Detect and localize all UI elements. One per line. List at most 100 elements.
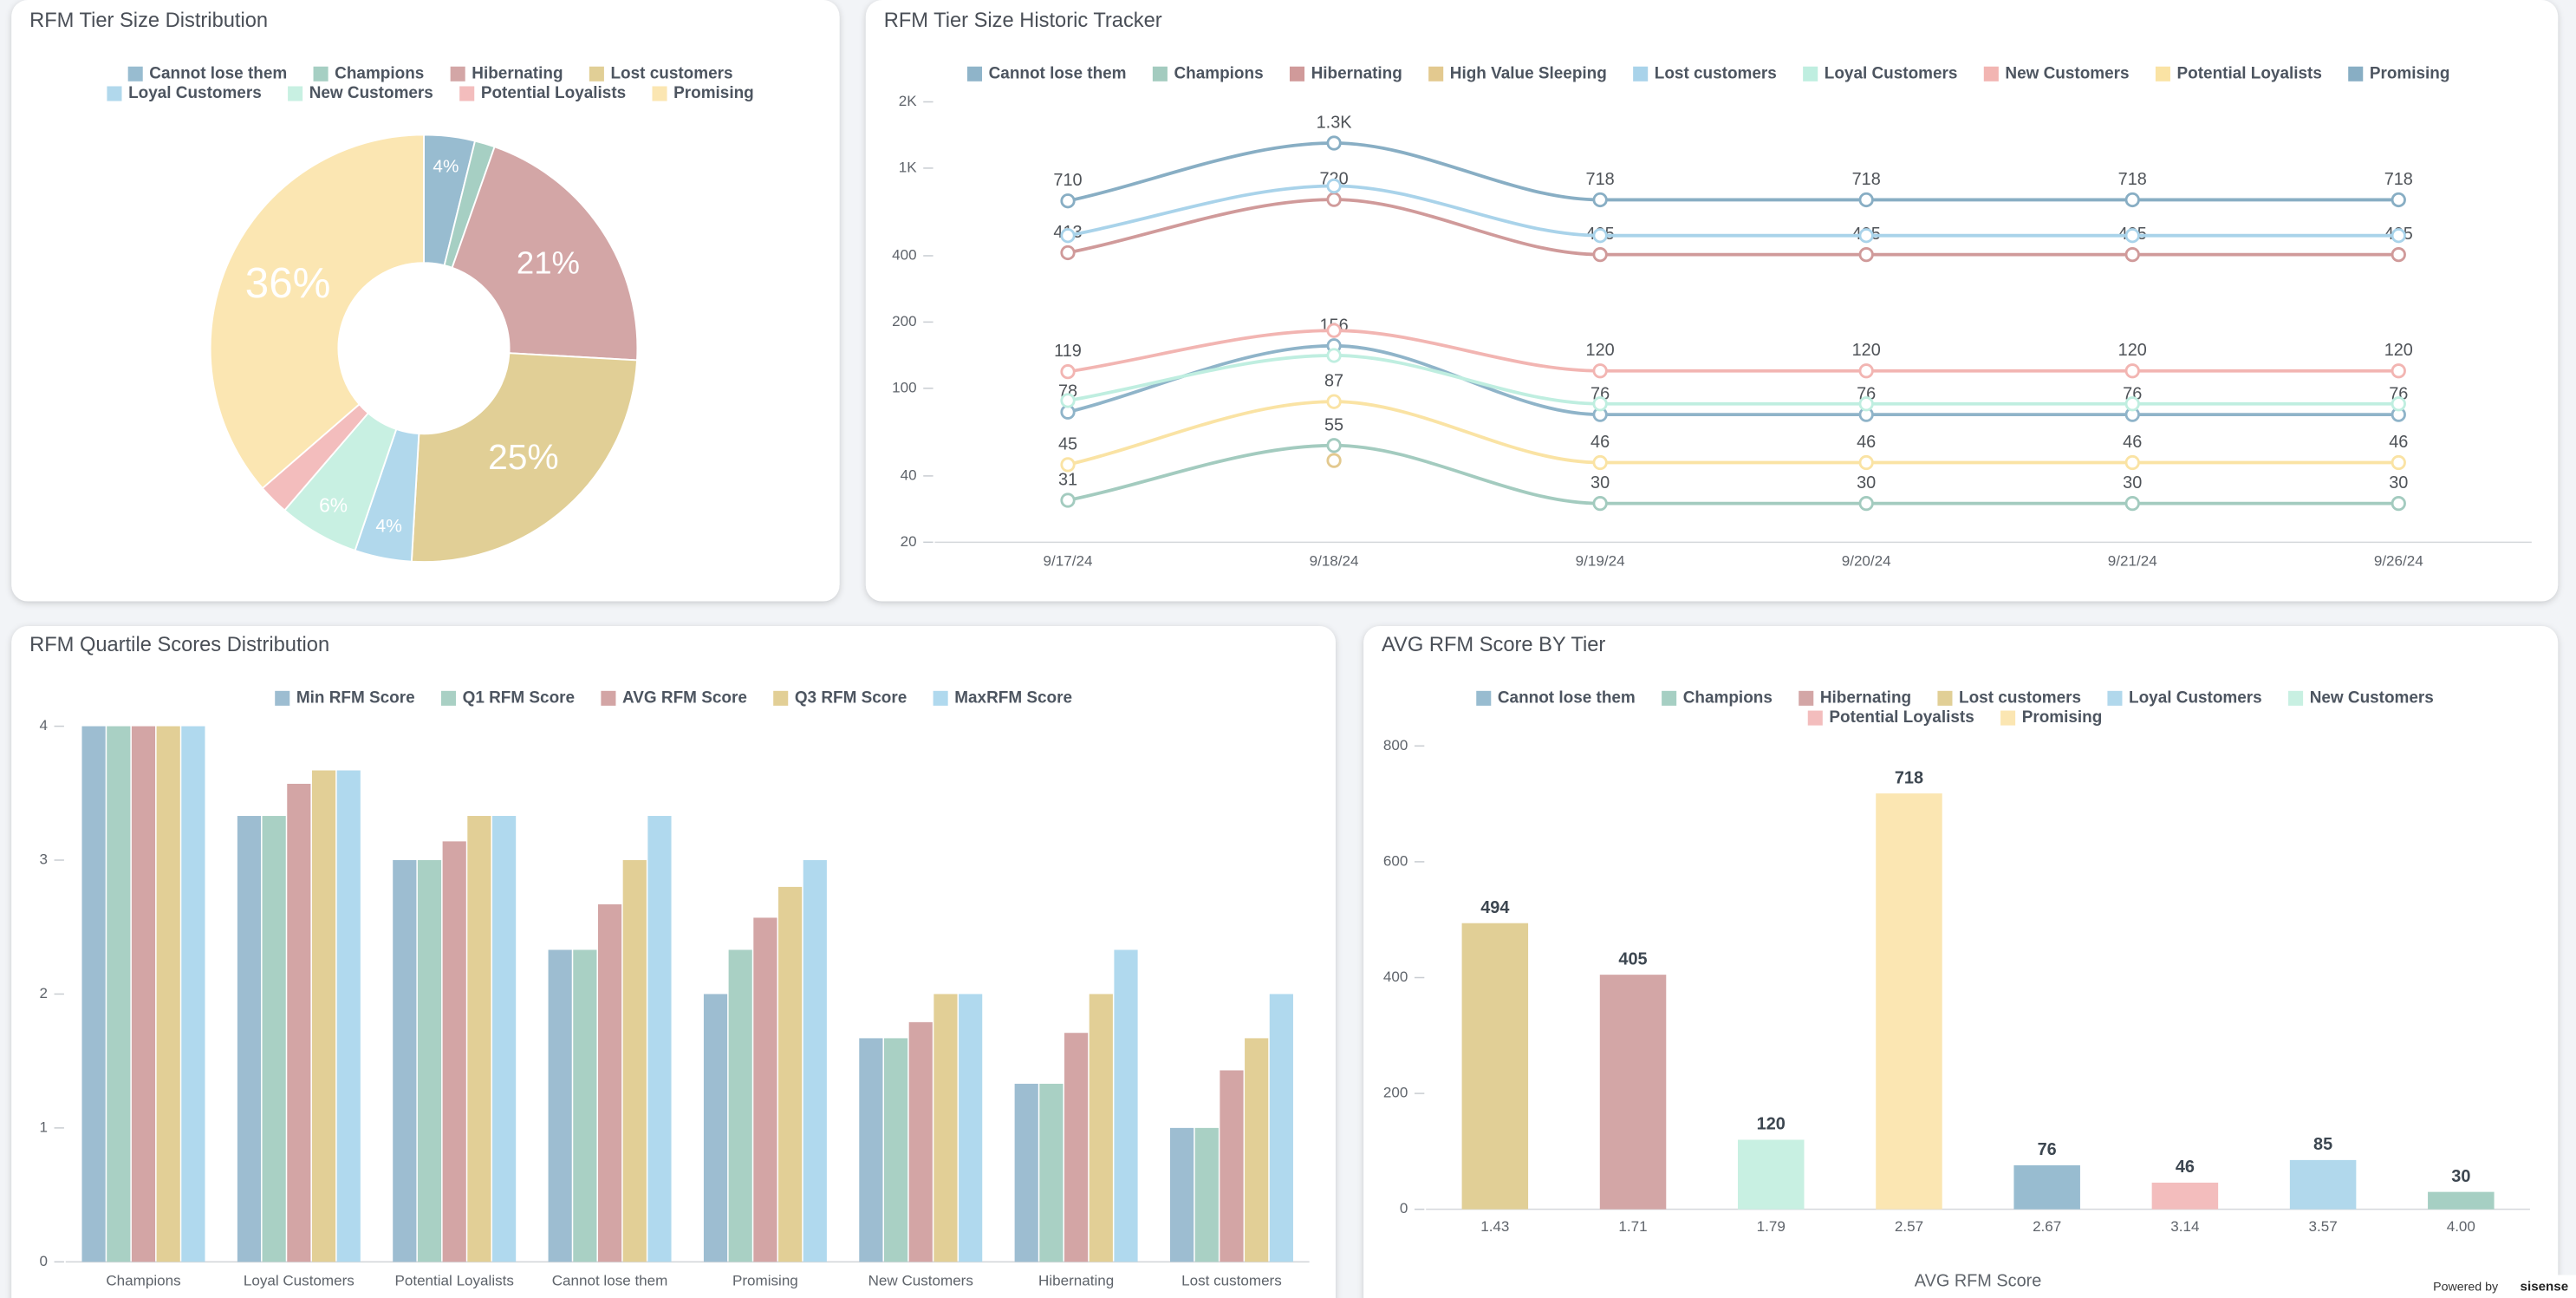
x-tick-label: 9/19/24 bbox=[1576, 553, 1625, 570]
legend-swatch bbox=[107, 86, 122, 101]
legend-label: Hibernating bbox=[1311, 64, 1402, 82]
legend-label: Lost customers bbox=[1959, 688, 2081, 707]
data-label: 120 bbox=[1757, 1115, 1786, 1134]
pie-label: 4% bbox=[375, 517, 402, 537]
legend-label: Cannot lose them bbox=[149, 64, 287, 82]
legend-swatch bbox=[1803, 66, 1818, 82]
data-point bbox=[1060, 245, 1076, 261]
x-tick-label: 1.79 bbox=[1757, 1218, 1786, 1235]
legend-swatch bbox=[773, 690, 789, 706]
legend-label: AVG RFM Score bbox=[622, 688, 747, 707]
legend-swatch bbox=[2288, 690, 2304, 706]
data-label: 46 bbox=[1590, 433, 1610, 452]
data-point bbox=[1858, 396, 1874, 412]
bar bbox=[131, 726, 156, 1262]
y-tick-label: 400 bbox=[1383, 969, 1408, 985]
pie-slice bbox=[410, 352, 639, 564]
series-line bbox=[1067, 354, 2399, 406]
legend-swatch bbox=[288, 86, 303, 101]
bar bbox=[1876, 793, 1942, 1210]
legend-label: Potential Loyalists bbox=[481, 84, 626, 102]
legend-swatch bbox=[275, 690, 290, 706]
bar bbox=[1599, 975, 1667, 1210]
y-tick-label: 600 bbox=[1383, 852, 1408, 869]
bar bbox=[778, 886, 803, 1262]
bar bbox=[1738, 1139, 1805, 1210]
data-point bbox=[1326, 178, 1342, 194]
legend-label: MaxRFM Score bbox=[954, 688, 1072, 707]
data-point bbox=[1060, 228, 1076, 244]
pie-slice bbox=[209, 134, 425, 490]
data-label: 30 bbox=[1590, 473, 1610, 492]
data-point bbox=[1326, 453, 1342, 468]
y-tick-label: 2K bbox=[899, 93, 917, 109]
data-point bbox=[1858, 228, 1874, 244]
series-line bbox=[1067, 343, 2399, 417]
legend-swatch bbox=[1428, 66, 1444, 82]
data-point bbox=[1326, 135, 1342, 151]
widget-panel bbox=[1363, 625, 2559, 1298]
legend-swatch bbox=[1807, 710, 1823, 726]
legend-swatch bbox=[652, 86, 667, 101]
bar bbox=[883, 1038, 908, 1262]
bar bbox=[1114, 949, 1138, 1262]
data-label: 46 bbox=[2176, 1158, 2195, 1177]
data-point bbox=[1326, 192, 1342, 207]
data-point bbox=[2391, 396, 2406, 412]
data-point bbox=[1592, 192, 1608, 208]
legend-swatch bbox=[1152, 66, 1168, 82]
bar bbox=[573, 949, 597, 1262]
x-tick-label: 1.43 bbox=[1480, 1218, 1509, 1235]
bar bbox=[1014, 1083, 1038, 1262]
y-tick-label: 100 bbox=[892, 379, 916, 395]
bar bbox=[181, 726, 205, 1262]
bar bbox=[467, 816, 491, 1262]
x-tick-label: 9/17/24 bbox=[1044, 553, 1093, 570]
legend-label: Cannot lose them bbox=[1498, 688, 1636, 707]
data-point bbox=[2124, 454, 2140, 471]
pie-label: 6% bbox=[319, 493, 348, 516]
bar bbox=[597, 903, 622, 1262]
legend-swatch bbox=[1289, 66, 1305, 82]
bar bbox=[336, 770, 361, 1262]
bar bbox=[753, 917, 777, 1262]
y-tick-label: 200 bbox=[1383, 1085, 1408, 1101]
bar bbox=[728, 949, 752, 1262]
x-tick-label: Lost customers bbox=[1181, 1273, 1282, 1289]
data-point bbox=[2124, 192, 2140, 208]
data-point bbox=[2391, 495, 2406, 512]
bar bbox=[107, 726, 131, 1262]
data-label: 85 bbox=[2313, 1135, 2332, 1154]
bar bbox=[959, 994, 983, 1262]
bar bbox=[393, 859, 417, 1262]
y-tick-label: 800 bbox=[1383, 737, 1408, 753]
data-label: 31 bbox=[1058, 471, 1077, 490]
legend-swatch bbox=[966, 66, 983, 82]
x-tick-label: 2.67 bbox=[2033, 1218, 2061, 1235]
legend-swatch bbox=[313, 66, 329, 82]
data-point bbox=[1060, 393, 1076, 408]
bar bbox=[548, 949, 572, 1262]
legend-label: Champions bbox=[1683, 688, 1773, 707]
legend-label: Hibernating bbox=[1820, 688, 1911, 707]
x-tick-label: Hibernating bbox=[1038, 1273, 1114, 1289]
data-label: 76 bbox=[2038, 1140, 2057, 1159]
data-point bbox=[1858, 495, 1874, 512]
x-tick-label: 3.14 bbox=[2170, 1218, 2199, 1235]
x-tick-label: 4.00 bbox=[2447, 1218, 2475, 1235]
legend-swatch bbox=[1937, 690, 1953, 706]
legend-label: Lost customers bbox=[610, 64, 732, 82]
widget-panel bbox=[11, 0, 840, 602]
pie-label: 25% bbox=[488, 437, 559, 477]
series-line bbox=[1067, 329, 2399, 374]
x-tick-label: Cannot lose them bbox=[552, 1273, 668, 1289]
legend-label: Loyal Customers bbox=[1825, 64, 1958, 82]
widget-panel bbox=[865, 0, 2559, 602]
data-point bbox=[2124, 396, 2140, 412]
pie-label: 36% bbox=[245, 259, 331, 307]
data-point bbox=[1858, 192, 1874, 208]
data-point bbox=[1858, 363, 1874, 379]
data-point bbox=[1326, 323, 1342, 338]
x-tick-label: 1.71 bbox=[1618, 1218, 1647, 1235]
